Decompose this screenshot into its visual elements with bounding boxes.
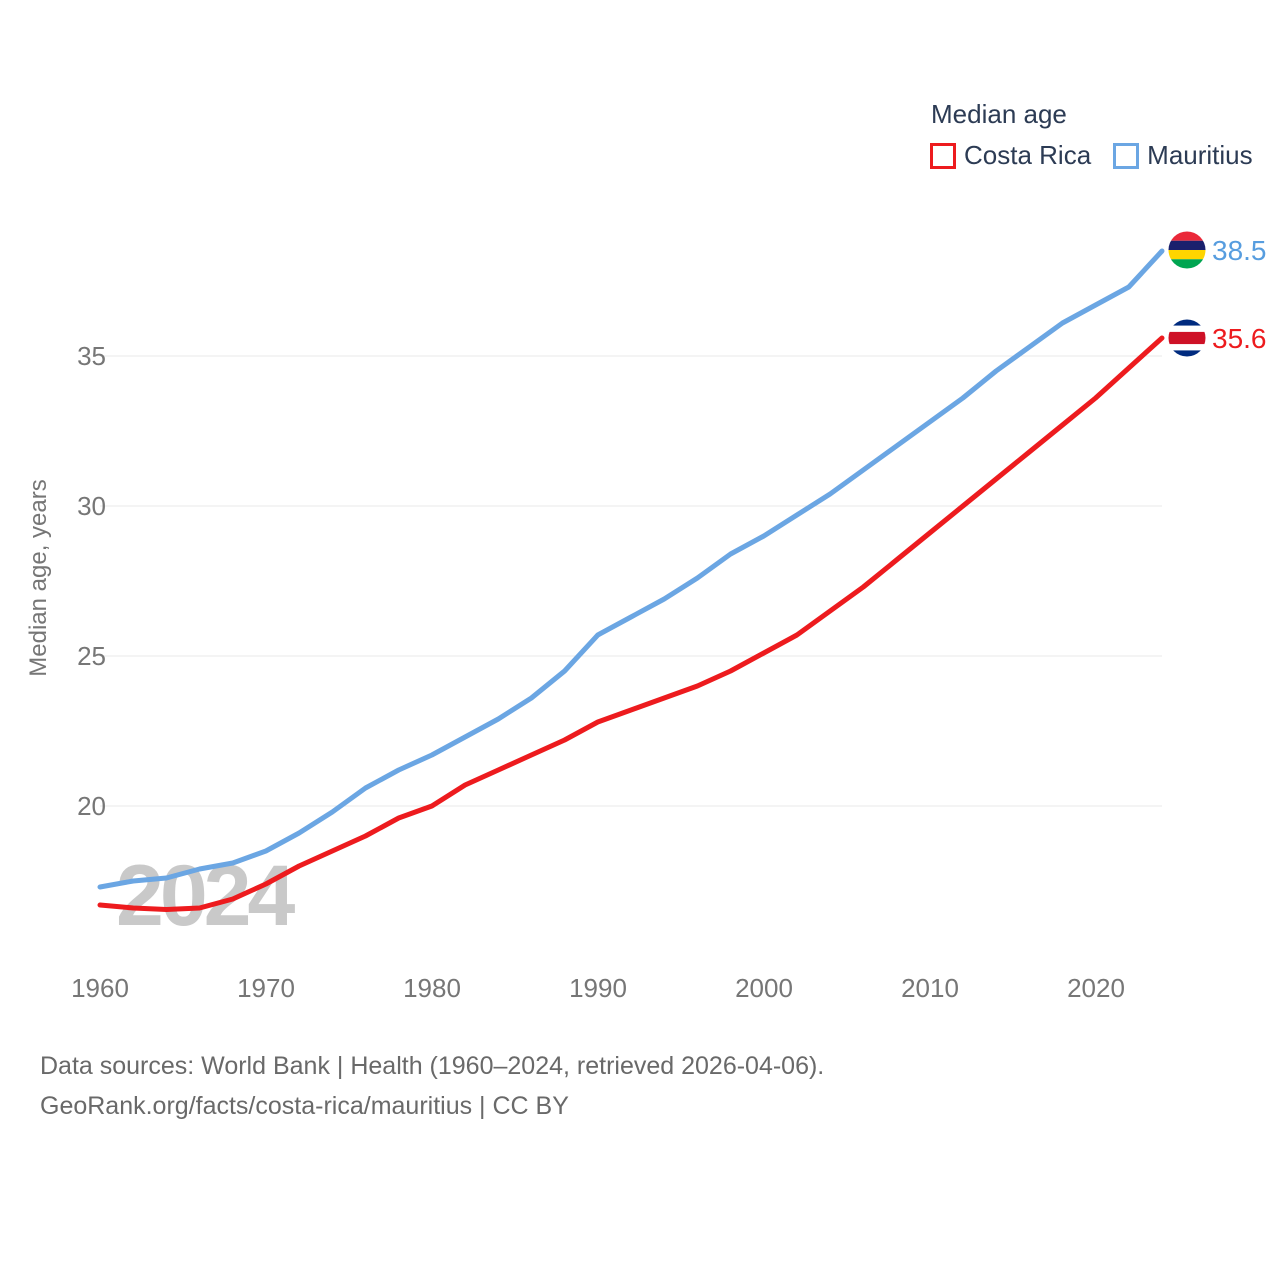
- mauritius-end-value: 38.5: [1212, 235, 1267, 266]
- mauritius-swatch-icon: [1113, 142, 1140, 169]
- median-age-chart: 2024 20 25 30 35 1960 1970 1980 1990 200…: [25, 231, 1267, 1003]
- costa-rica-end-value: 35.6: [1212, 323, 1267, 354]
- x-tick-label: 1980: [403, 973, 461, 1003]
- x-tick-label: 2020: [1067, 973, 1125, 1003]
- x-tick-label: 1990: [569, 973, 627, 1003]
- costa-rica-swatch-icon: [930, 142, 956, 169]
- watermark: 2024: [116, 848, 295, 944]
- footer: Data sources: World Bank | Health (1960–…: [40, 1046, 824, 1126]
- x-tick-label: 2000: [735, 973, 793, 1003]
- y-tick-label: 25: [77, 641, 106, 671]
- legend: Median age Costa Rica Mauritius: [930, 99, 1253, 171]
- mauritius-line: [97, 248, 1165, 890]
- data-sources-line: Data sources: World Bank | Health (1960–…: [40, 1052, 825, 1080]
- x-axis-ticks: 1960 1970 1980 1990 2000 2010 2020: [71, 973, 1125, 1003]
- legend-title: Median age: [931, 99, 1067, 129]
- x-tick-label: 2010: [901, 973, 959, 1003]
- x-tick-label: 1960: [71, 973, 129, 1003]
- legend-label: Costa Rica: [964, 140, 1092, 170]
- legend-label: Mauritius: [1147, 140, 1253, 170]
- legend-item-costa-rica[interactable]: Costa Rica: [930, 140, 1091, 171]
- attribution-line: GeoRank.org/facts/costa-rica/mauritius |…: [40, 1092, 569, 1120]
- costa-rica-line: [97, 335, 1165, 912]
- y-tick-label: 30: [77, 491, 106, 521]
- y-tick-label: 20: [77, 791, 106, 821]
- mauritius-flag-icon: [1168, 231, 1206, 269]
- gridlines: [100, 355, 1162, 807]
- y-tick-label: 35: [77, 341, 106, 371]
- costa-rica-flag-icon: [1168, 319, 1206, 357]
- legend-item-mauritius[interactable]: Mauritius: [1113, 140, 1253, 171]
- y-axis-ticks: 20 25 30 35: [77, 341, 106, 821]
- x-tick-label: 1970: [237, 973, 295, 1003]
- y-axis-label: Median age, years: [25, 479, 52, 676]
- legend-row: Costa Rica Mauritius: [930, 140, 1253, 171]
